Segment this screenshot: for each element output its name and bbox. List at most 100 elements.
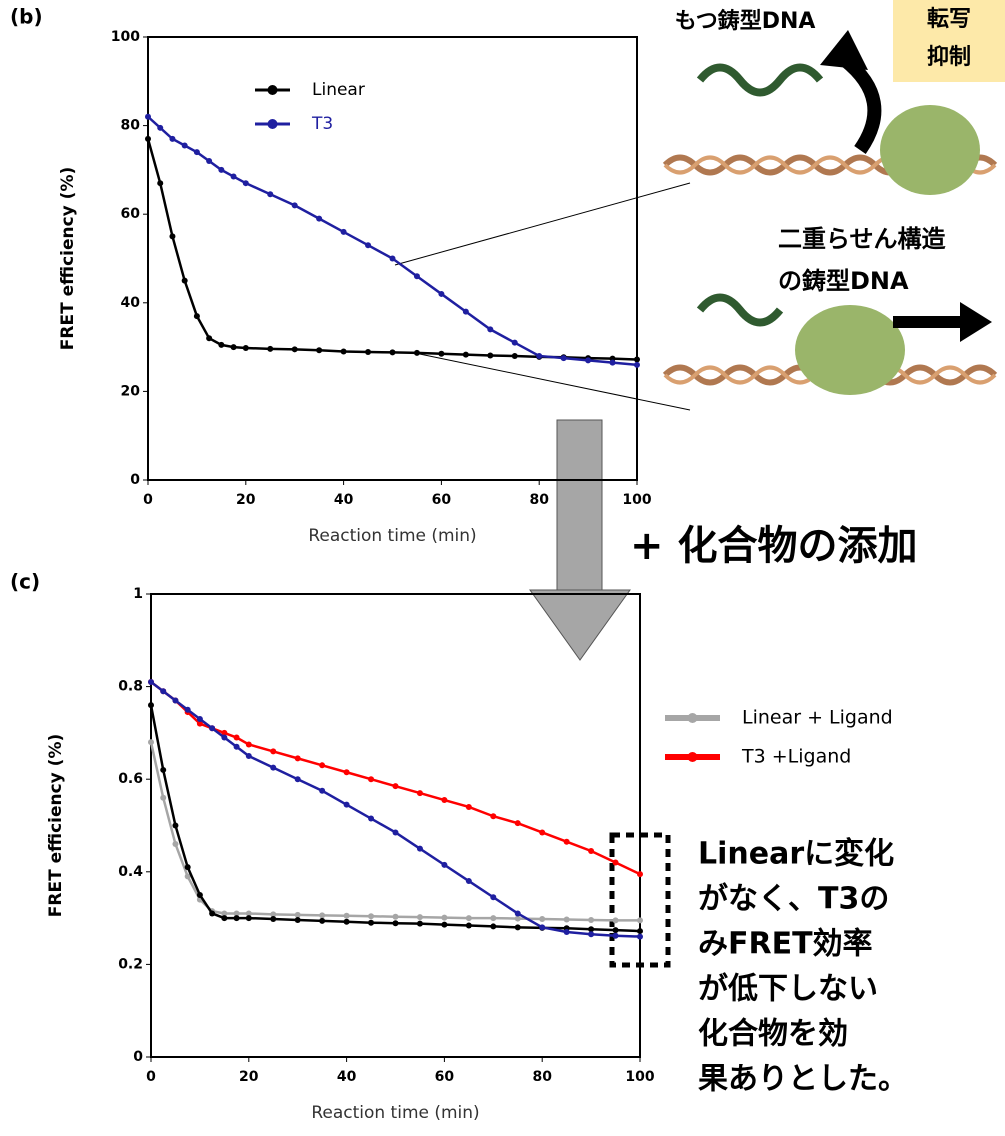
- data-point: [390, 349, 396, 355]
- data-point: [613, 860, 619, 866]
- data-point: [564, 839, 570, 845]
- data-point: [145, 136, 151, 142]
- data-point: [490, 813, 496, 819]
- x-tick-label: 40: [337, 1069, 357, 1085]
- data-point: [231, 174, 237, 180]
- annotation: + 化合物の添加: [630, 523, 917, 569]
- data-point: [197, 892, 203, 898]
- data-point: [243, 345, 249, 351]
- data-point: [160, 688, 166, 694]
- y-tick-label: 0: [133, 1049, 143, 1065]
- panel-label: (b): [10, 5, 43, 29]
- data-point: [206, 158, 212, 164]
- data-point: [368, 913, 374, 919]
- y-tick-label: 0.8: [118, 679, 143, 695]
- data-point: [536, 353, 542, 359]
- data-point: [561, 355, 567, 361]
- data-point: [466, 804, 472, 810]
- data-point: [270, 916, 276, 922]
- y-tick-label: 0.2: [118, 956, 143, 972]
- y-tick-label: 40: [121, 295, 141, 311]
- annotation: 化合物を効: [698, 1017, 848, 1052]
- data-point: [637, 928, 643, 934]
- data-point: [487, 326, 493, 332]
- data-point: [295, 917, 301, 923]
- data-point: [634, 357, 640, 363]
- data-point: [160, 795, 166, 801]
- legend-label: T3 +Ligand: [741, 746, 851, 768]
- data-point: [539, 829, 545, 835]
- annotation: 転写: [927, 6, 971, 32]
- data-point: [185, 864, 191, 870]
- series-line: [151, 682, 640, 937]
- x-tick-label: 100: [622, 492, 651, 508]
- data-point: [209, 725, 215, 731]
- data-point: [466, 915, 472, 921]
- annotation: が低下しない: [698, 972, 878, 1007]
- data-point: [148, 702, 154, 708]
- data-point: [267, 346, 273, 352]
- data-point: [169, 136, 175, 142]
- y-tick-label: 0: [130, 472, 140, 488]
- y-axis-label: FRET efficiency (%): [58, 167, 78, 351]
- data-point: [417, 790, 423, 796]
- legend-marker: [268, 119, 278, 129]
- data-point: [613, 927, 619, 933]
- y-tick-label: 1: [133, 586, 143, 602]
- annotation: の鋳型DNA: [778, 267, 909, 295]
- data-point: [414, 273, 420, 279]
- data-point: [246, 741, 252, 747]
- data-point: [490, 894, 496, 900]
- x-tick-label: 80: [532, 1069, 552, 1085]
- data-point: [243, 180, 249, 186]
- data-point: [637, 917, 643, 923]
- data-point: [234, 915, 240, 921]
- data-point: [368, 816, 374, 822]
- data-point: [441, 915, 447, 921]
- data-point: [148, 679, 154, 685]
- page: もつ鋳型DNA 転写 抑制 二重らせん構造 の鋳型DNA + 化合物の添加 Li…: [0, 0, 1005, 1136]
- data-point: [637, 934, 643, 940]
- data-point: [512, 353, 518, 359]
- data-point: [194, 313, 200, 319]
- x-axis-label: Reaction time (min): [308, 526, 476, 546]
- data-point: [417, 921, 423, 927]
- legend-label: Linear + Ligand: [742, 707, 893, 729]
- data-point: [417, 846, 423, 852]
- data-point: [463, 309, 469, 315]
- legend-marker: [688, 752, 698, 762]
- data-point: [512, 340, 518, 346]
- data-point: [466, 878, 472, 884]
- y-tick-label: 0.6: [118, 771, 143, 787]
- data-point: [344, 802, 350, 808]
- data-point: [292, 346, 298, 352]
- annotation: 抑制: [927, 45, 971, 70]
- data-point: [292, 202, 298, 208]
- data-point: [613, 933, 619, 939]
- data-point: [564, 929, 570, 935]
- data-point: [344, 919, 350, 925]
- data-point: [634, 362, 640, 368]
- data-point: [172, 697, 178, 703]
- panel-label: (c): [10, 570, 40, 594]
- annotation: みFRET効率: [698, 927, 873, 962]
- x-tick-label: 80: [529, 492, 549, 508]
- data-point: [564, 916, 570, 922]
- data-point: [172, 823, 178, 829]
- data-point: [438, 291, 444, 297]
- data-point: [295, 776, 301, 782]
- data-point: [209, 910, 215, 916]
- data-point: [172, 841, 178, 847]
- data-point: [441, 797, 447, 803]
- data-point: [466, 923, 472, 929]
- annotation: 二重らせん構造: [778, 225, 946, 253]
- data-point: [344, 913, 350, 919]
- data-point: [157, 180, 163, 186]
- x-tick-label: 20: [239, 1069, 259, 1085]
- data-point: [267, 191, 273, 197]
- data-point: [270, 765, 276, 771]
- data-point: [368, 920, 374, 926]
- x-axis-label: Reaction time (min): [311, 1103, 479, 1123]
- data-point: [182, 143, 188, 149]
- x-tick-label: 100: [625, 1069, 654, 1085]
